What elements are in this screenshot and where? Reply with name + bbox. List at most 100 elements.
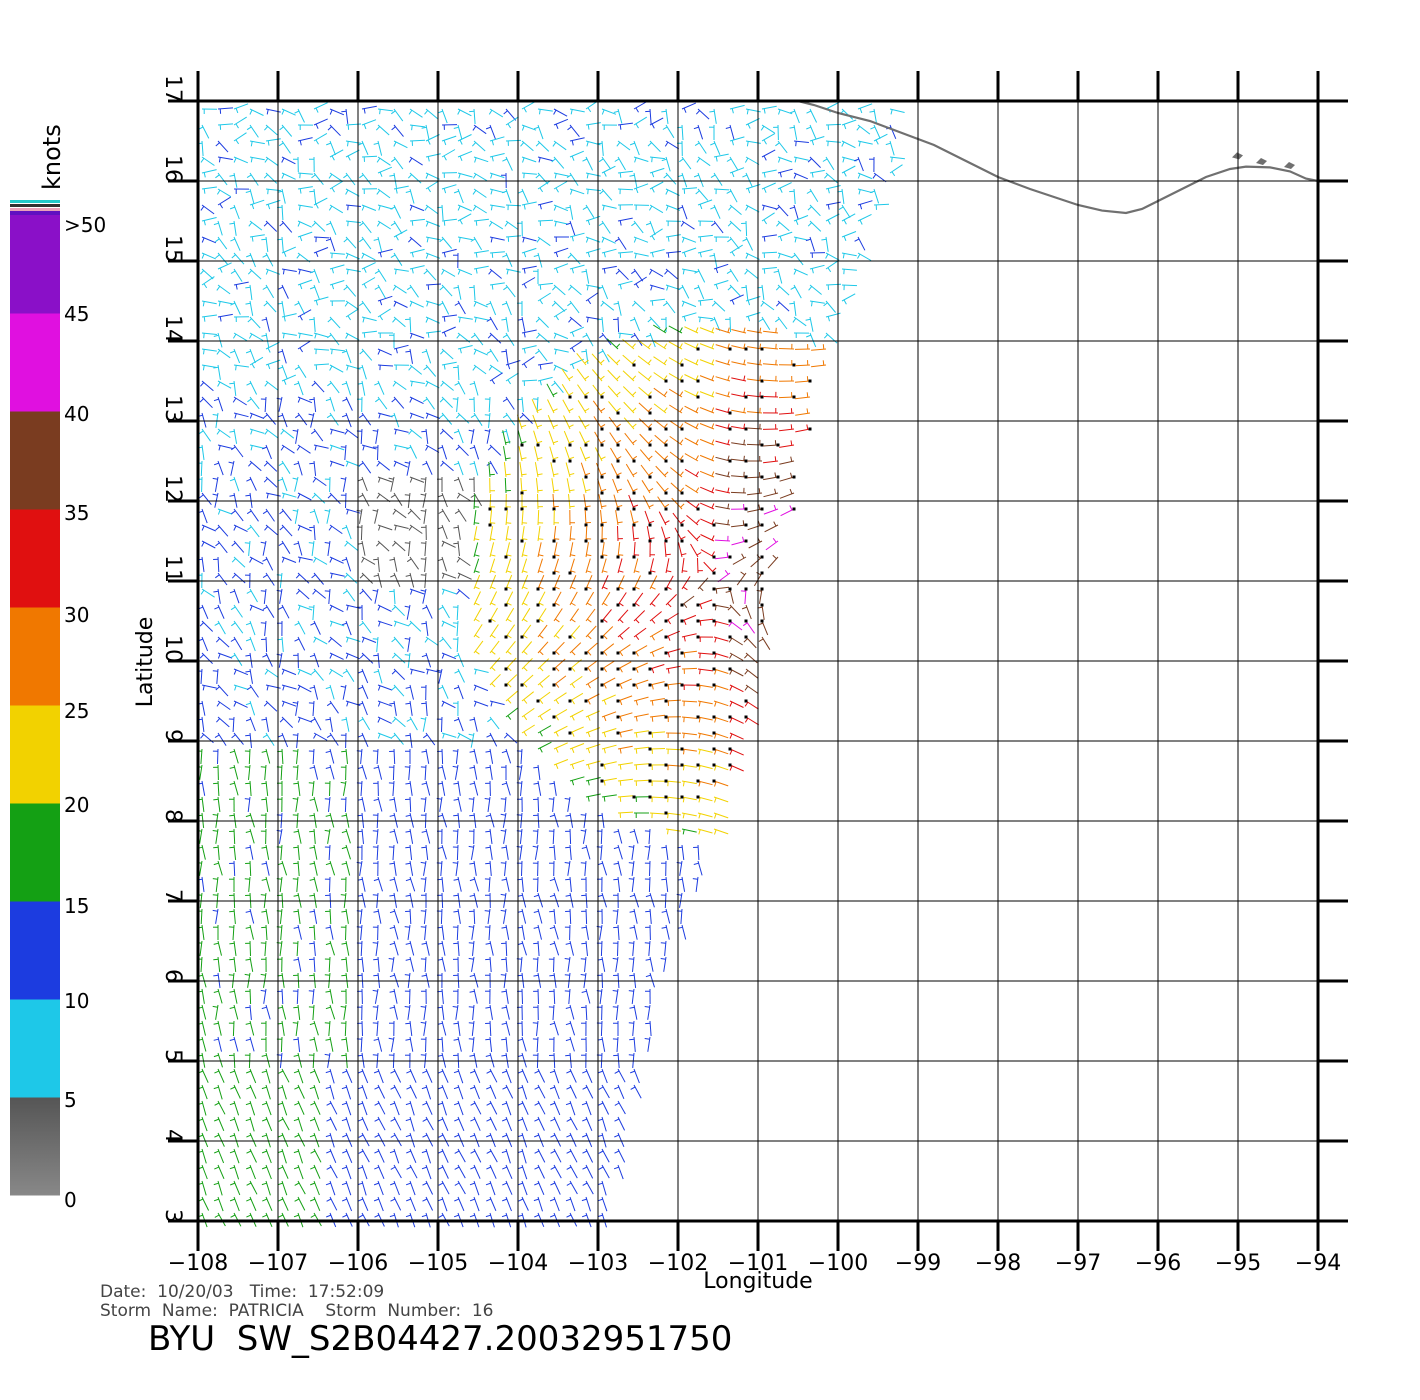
wind-barb-tick bbox=[683, 733, 685, 739]
wind-barb bbox=[761, 267, 777, 270]
wind-barb-tick bbox=[516, 765, 522, 768]
wind-barb bbox=[265, 220, 278, 232]
wind-barb bbox=[249, 172, 259, 186]
wind-barb-tick bbox=[535, 350, 540, 355]
wind-barb-tick bbox=[822, 344, 825, 350]
wind-barb bbox=[393, 924, 399, 940]
wind-barb bbox=[249, 348, 256, 364]
wind-barb-tick bbox=[293, 782, 299, 785]
wind-barb-tick bbox=[278, 142, 284, 147]
wind-barb-tick bbox=[216, 718, 221, 723]
wind-barb bbox=[489, 1052, 495, 1068]
wind-barb-tick bbox=[472, 205, 477, 211]
wind-barb bbox=[745, 204, 760, 213]
wind-barb bbox=[201, 1148, 207, 1164]
wind-barb-tick bbox=[549, 782, 555, 785]
wind-barb-tick bbox=[554, 602, 560, 606]
wind-barb-tick bbox=[667, 668, 670, 674]
wind-barb bbox=[809, 156, 821, 168]
wind-barb-tick bbox=[699, 204, 703, 210]
wind-barb-tick bbox=[759, 375, 761, 381]
wind-barb bbox=[537, 708, 551, 718]
wind-barb bbox=[377, 364, 394, 367]
wind-barb bbox=[361, 652, 374, 664]
wind-barb-tick bbox=[309, 846, 315, 849]
wind-barb-tick bbox=[517, 1118, 523, 1122]
wind-barb-tick bbox=[614, 1102, 620, 1106]
wind-barb-tick bbox=[347, 205, 349, 211]
wind-barb bbox=[695, 876, 699, 892]
wind-barb bbox=[249, 1164, 256, 1180]
wind-barb bbox=[329, 316, 341, 329]
wind-barb-tick bbox=[261, 318, 267, 321]
wind-barb bbox=[217, 380, 232, 389]
wind-barb bbox=[329, 1132, 335, 1148]
wind-barb bbox=[569, 340, 583, 350]
wind-barb-tick bbox=[580, 974, 586, 976]
rain-flag bbox=[712, 667, 716, 671]
wind-barb bbox=[569, 776, 585, 782]
rain-flag bbox=[600, 667, 604, 671]
wind-barb-tick bbox=[409, 333, 413, 339]
wind-barb-tick bbox=[394, 621, 397, 627]
wind-barb bbox=[377, 248, 393, 254]
wind-barb-tick bbox=[282, 685, 285, 691]
wind-barb bbox=[393, 812, 398, 828]
wind-barb-tick bbox=[711, 519, 715, 525]
wind-barb-tick bbox=[694, 142, 700, 147]
wind-barb bbox=[857, 124, 871, 135]
wind-barb-tick bbox=[485, 1006, 491, 1009]
wind-barb-tick bbox=[491, 252, 494, 258]
wind-barb-tick bbox=[539, 683, 544, 688]
wind-barb bbox=[684, 468, 699, 478]
wind-barb-tick bbox=[438, 510, 444, 514]
wind-barb-tick bbox=[539, 747, 543, 753]
wind-barb-tick bbox=[311, 494, 316, 499]
wind-barb bbox=[281, 524, 293, 537]
rain-flag bbox=[760, 443, 764, 447]
wind-barb-tick bbox=[628, 958, 634, 960]
wind-barb-tick bbox=[216, 430, 221, 435]
wind-barb-tick bbox=[283, 379, 287, 385]
wind-barb-tick bbox=[858, 141, 861, 147]
wind-barb bbox=[521, 277, 536, 286]
wind-barb-tick bbox=[277, 366, 283, 370]
wind-barb bbox=[669, 404, 683, 414]
wind-barb bbox=[521, 1068, 529, 1083]
wind-barb-tick bbox=[328, 205, 333, 211]
wind-barb-tick bbox=[442, 733, 445, 739]
wind-barb-tick bbox=[618, 554, 624, 556]
wind-barb-tick bbox=[261, 862, 267, 865]
wind-barb bbox=[457, 364, 460, 381]
wind-barb-tick bbox=[309, 398, 315, 401]
wind-barb-tick bbox=[619, 748, 622, 754]
wind-barb-tick bbox=[232, 333, 237, 339]
wind-barb-tick bbox=[729, 669, 733, 675]
wind-barb-tick bbox=[554, 173, 557, 179]
legend-title: knots bbox=[38, 124, 66, 190]
wind-barb bbox=[873, 133, 888, 142]
wind-barb-tick bbox=[683, 107, 687, 113]
wind-barb-tick bbox=[683, 636, 686, 642]
wind-barb-tick bbox=[404, 605, 410, 608]
wind-barb-tick bbox=[567, 126, 572, 131]
wind-barb-tick bbox=[292, 1022, 298, 1024]
rain-flag bbox=[552, 555, 556, 559]
wind-barb-tick bbox=[568, 318, 573, 323]
wind-barb-tick bbox=[539, 204, 542, 210]
wind-barb-tick bbox=[342, 1070, 348, 1074]
wind-barb-tick bbox=[598, 350, 604, 354]
wind-barb-tick bbox=[619, 220, 622, 226]
wind-barb-tick bbox=[618, 602, 624, 607]
wind-barb bbox=[537, 1100, 546, 1115]
wind-barb-tick bbox=[299, 236, 303, 242]
wind-barb-tick bbox=[584, 424, 590, 428]
wind-barb-tick bbox=[358, 302, 364, 307]
wind-barb bbox=[377, 268, 387, 282]
wind-barb-tick bbox=[293, 1054, 299, 1057]
wind-barb bbox=[456, 828, 459, 845]
wind-barb-tick bbox=[714, 717, 717, 723]
wind-barb bbox=[644, 510, 651, 526]
wind-barb bbox=[440, 908, 443, 925]
wind-barb-tick bbox=[408, 238, 413, 243]
